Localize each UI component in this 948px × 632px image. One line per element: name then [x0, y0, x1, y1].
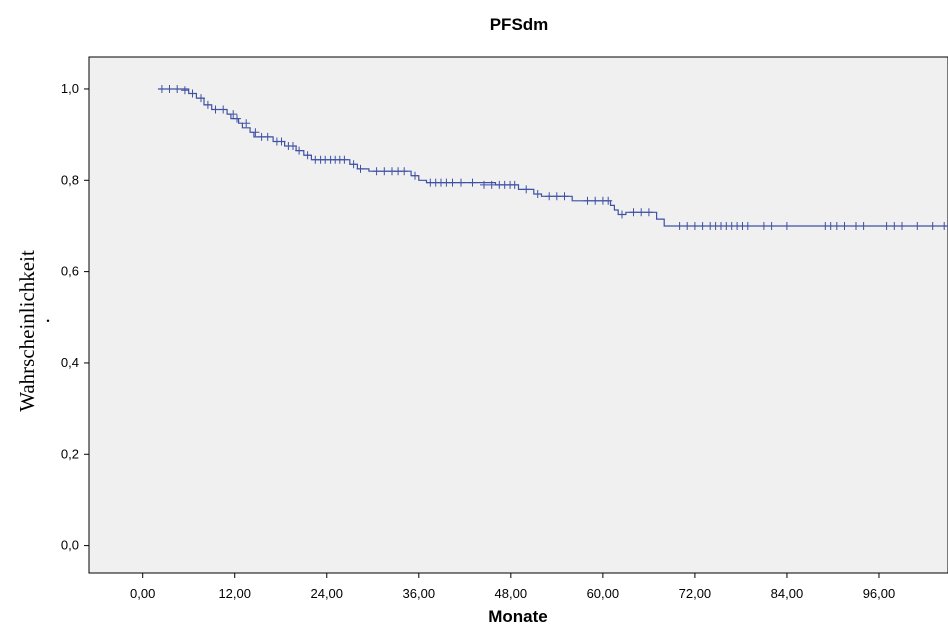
censor-mark [251, 128, 260, 137]
censor-mark [767, 222, 776, 230]
censor-mark [229, 110, 238, 119]
censor-mark [277, 137, 286, 146]
censor-mark [698, 222, 707, 230]
censor-mark [203, 100, 212, 109]
censor-mark [180, 86, 189, 95]
censor-mark [340, 155, 349, 164]
y-axis-label: Wahrscheinlichkeit [15, 250, 39, 412]
censor-mark [480, 180, 488, 189]
censor-mark [242, 119, 251, 128]
censor-mark [233, 114, 241, 123]
y-tick-label: 0,4 [61, 355, 79, 370]
chart-title: PFSdm [490, 15, 549, 34]
y-tick-label: 0,6 [61, 264, 79, 279]
y-tick-label: 0,2 [61, 446, 79, 461]
x-axis-label: Monate [488, 607, 548, 626]
censor-mark [604, 196, 613, 205]
x-tick-label: 24,00 [310, 586, 343, 601]
censor-mark [303, 151, 312, 160]
censor-mark [690, 222, 699, 230]
censor-mark [457, 178, 465, 187]
censor-mark [263, 132, 272, 141]
censor-mark [618, 210, 626, 219]
censor-mark [157, 85, 166, 93]
x-tick-label: 96,00 [863, 586, 896, 601]
x-axis: 0,00 12,00 24,00 36,00 48,00 60,00 72,00 84,00 9… [130, 573, 895, 601]
censor-mark [583, 196, 592, 205]
censor-mark [644, 208, 653, 217]
plot-area [88, 56, 948, 574]
censor-mark [928, 222, 937, 230]
censor-mark [400, 167, 409, 176]
censor-mark [637, 208, 646, 217]
x-tick-label: 60,00 [587, 586, 620, 601]
x-tick-label: 12,00 [218, 586, 251, 601]
survival-series [157, 85, 948, 230]
censor-mark [591, 196, 600, 205]
y-tick-label: 0,0 [61, 538, 79, 553]
censor-mark [832, 222, 841, 230]
censor-mark [487, 180, 496, 189]
censor-mark [852, 222, 860, 230]
censor-mark [882, 222, 891, 230]
censor-mark [356, 164, 365, 173]
censor-mark [510, 180, 519, 189]
censor-mark [898, 222, 906, 230]
censor-mark [411, 171, 419, 180]
censor-mark [913, 222, 922, 230]
censor-mark [188, 89, 197, 98]
censor-mark [173, 85, 182, 93]
censor-mark [211, 105, 220, 114]
x-tick-label: 0,00 [130, 586, 155, 601]
censor-mark [522, 185, 531, 194]
y-axis-label-mark: . [45, 303, 50, 327]
x-tick-label: 36,00 [403, 586, 436, 601]
censor-mark [468, 178, 477, 187]
censor-mark [890, 222, 899, 230]
censor-mark [859, 222, 868, 230]
censor-mark [372, 167, 381, 176]
y-axis: 0,0 0,2 0,4 0,6 0,8 1,0 [61, 81, 89, 553]
censor-mark [629, 208, 638, 217]
censor-mark [782, 222, 791, 230]
censor-mark [219, 105, 228, 114]
y-tick-label: 0,8 [61, 172, 79, 187]
censor-mark [560, 192, 569, 201]
censor-mark [940, 222, 948, 230]
censor-mark [683, 222, 692, 230]
x-tick-label: 48,00 [495, 586, 528, 601]
censor-mark [165, 85, 174, 93]
x-tick-label: 84,00 [771, 586, 804, 601]
x-tick-label: 72,00 [679, 586, 712, 601]
censor-mark [759, 222, 768, 230]
censor-mark [675, 222, 684, 230]
censor-mark [743, 222, 752, 230]
y-tick-label: 1,0 [61, 81, 79, 96]
censor-mark [289, 142, 297, 150]
censor-mark [533, 190, 542, 198]
censor-mark [197, 94, 205, 103]
censor-mark [448, 178, 457, 187]
censor-mark [349, 160, 358, 169]
censor-mark [295, 146, 304, 155]
censor-mark [552, 192, 561, 201]
censor-mark [840, 222, 849, 230]
censor-mark [545, 192, 554, 201]
censor-mark [380, 167, 389, 176]
